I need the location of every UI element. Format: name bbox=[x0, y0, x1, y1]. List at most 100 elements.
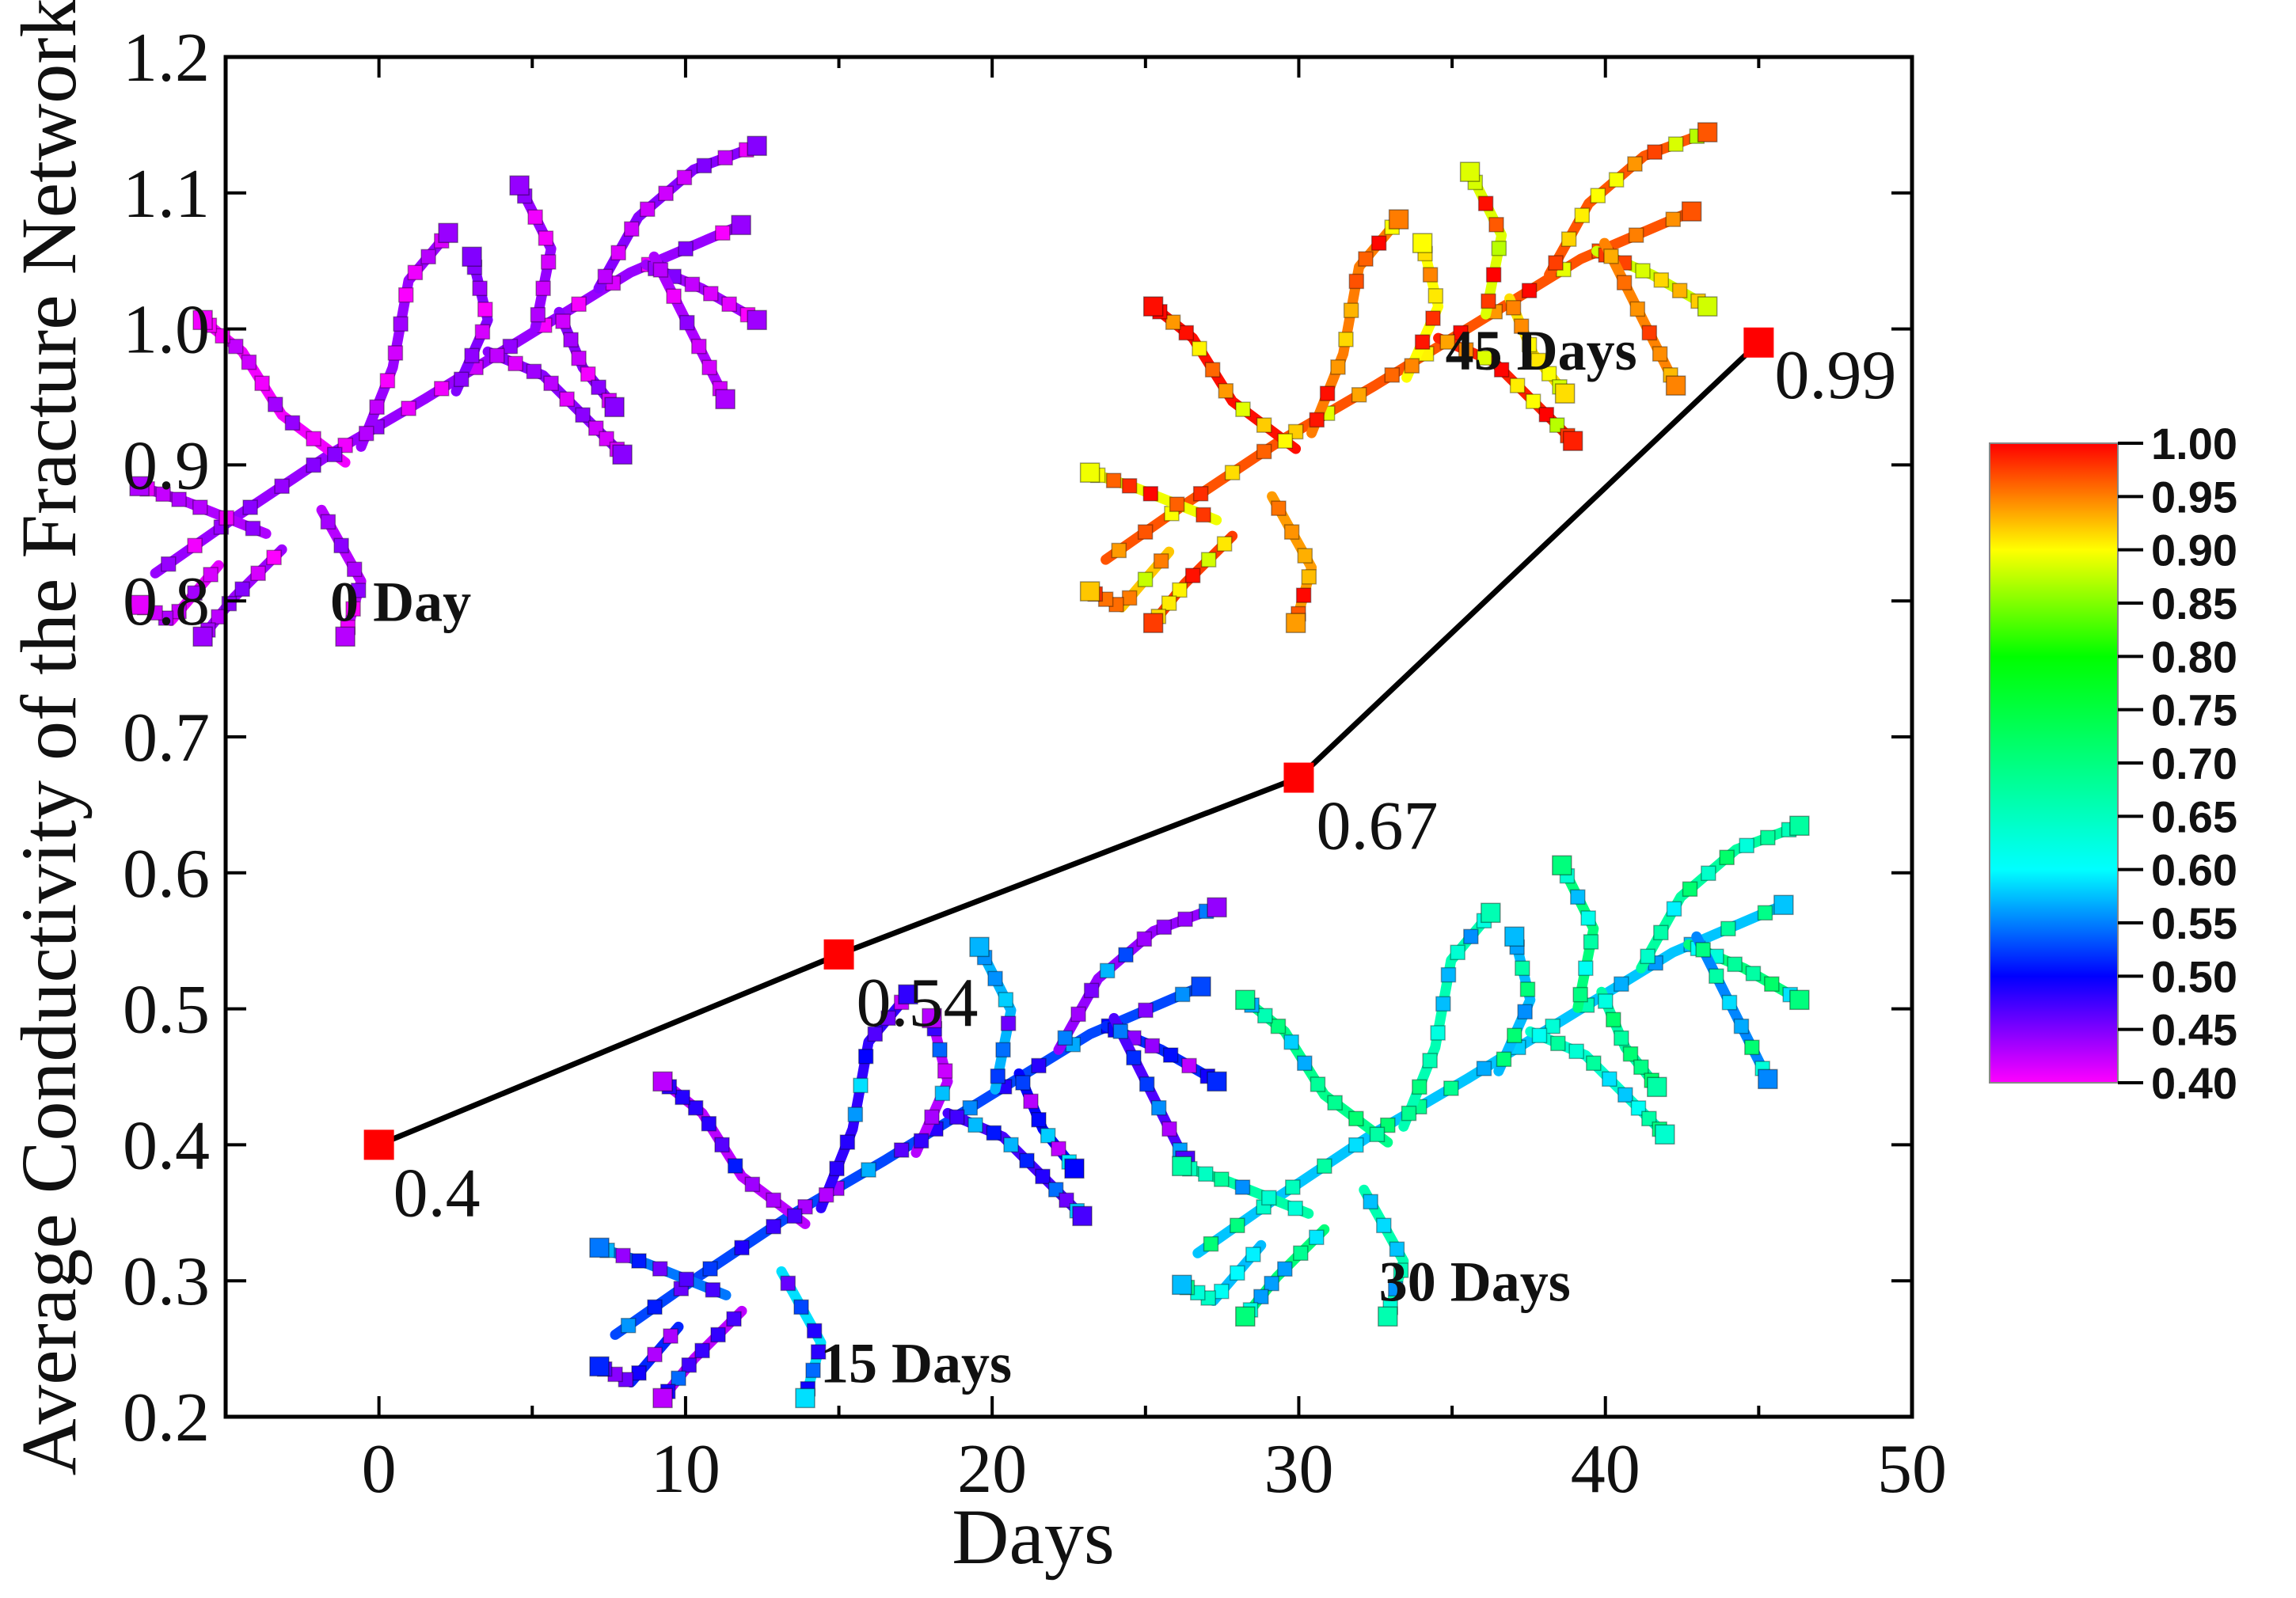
fracture-cell bbox=[242, 499, 258, 515]
fracture-cell bbox=[652, 1261, 668, 1277]
fracture-cell bbox=[543, 375, 559, 392]
fracture-cell bbox=[1338, 332, 1354, 347]
fracture-cell bbox=[1463, 928, 1479, 945]
fracture-cell bbox=[489, 347, 505, 364]
fracture-cell bbox=[1019, 1152, 1035, 1169]
fracture-cell bbox=[1477, 195, 1494, 211]
x-tick-label: 30 bbox=[1264, 1431, 1333, 1508]
fracture-cell bbox=[1348, 1137, 1364, 1153]
fracture-cell bbox=[1162, 1047, 1179, 1063]
fracture-cell bbox=[1121, 478, 1138, 494]
fracture-cell bbox=[1580, 910, 1596, 926]
data-point bbox=[823, 939, 854, 970]
y-tick-label: 0.6 bbox=[123, 836, 210, 913]
fracture-cell bbox=[1351, 387, 1367, 403]
fracture-cell bbox=[1485, 267, 1502, 283]
fracture-cell bbox=[1721, 994, 1738, 1011]
fracture-cell bbox=[1572, 986, 1588, 1003]
fracture-cell bbox=[1343, 302, 1359, 318]
fracture-tip bbox=[1655, 1124, 1675, 1145]
fracture-branch bbox=[910, 1012, 953, 1158]
fracture-cell bbox=[990, 1068, 1006, 1084]
fracture-cell bbox=[1653, 924, 1669, 941]
fracture-cell bbox=[1633, 1059, 1649, 1076]
fracture-cell bbox=[676, 169, 693, 186]
fracture-cell bbox=[1440, 966, 1457, 983]
y-tick-label: 1.0 bbox=[123, 292, 210, 369]
fracture-tip bbox=[1378, 1306, 1398, 1327]
fracture-cell bbox=[1453, 325, 1469, 341]
fracture-cell bbox=[1099, 962, 1116, 979]
fracture-cell bbox=[274, 478, 290, 495]
colorbar-tick-label: 0.75 bbox=[2151, 685, 2237, 735]
fracture-tip bbox=[129, 476, 150, 497]
fracture-cell bbox=[932, 1042, 948, 1058]
fracture-cell bbox=[1545, 1018, 1560, 1034]
fracture-cell bbox=[1427, 288, 1444, 304]
fracture-tip bbox=[1172, 1274, 1192, 1296]
fracture-cell bbox=[1270, 1018, 1287, 1034]
fracture-cell bbox=[948, 1109, 965, 1125]
fracture-cell bbox=[1757, 905, 1773, 921]
y-tick-label: 0.9 bbox=[123, 427, 210, 504]
fracture-cell bbox=[1285, 1179, 1301, 1195]
fracture-cell bbox=[1283, 1034, 1299, 1050]
fracture-cell bbox=[1218, 383, 1234, 399]
fracture-cell bbox=[744, 1176, 761, 1193]
fracture-cell bbox=[1121, 590, 1138, 606]
fracture-cell bbox=[780, 1275, 796, 1292]
fracture-cell bbox=[1083, 982, 1100, 999]
y-tick-label: 1.1 bbox=[123, 156, 210, 233]
fracture-cell bbox=[161, 556, 177, 572]
fracture-cell bbox=[880, 1010, 896, 1027]
colorbar-tick-label: 0.80 bbox=[2151, 632, 2237, 681]
fracture-tip bbox=[192, 626, 213, 647]
fracture-cell bbox=[647, 1346, 663, 1363]
fracture-cell bbox=[1517, 1004, 1533, 1020]
fracture-tip bbox=[1079, 581, 1100, 602]
fracture-tip bbox=[1207, 1071, 1227, 1092]
colorbar-tick-label: 0.55 bbox=[2151, 898, 2237, 948]
fracture-cell bbox=[1070, 1006, 1086, 1023]
fracture-cell bbox=[1384, 367, 1401, 383]
fracture-cell bbox=[987, 970, 1003, 987]
fracture-cell bbox=[591, 379, 606, 396]
fracture-network-inset: 45 Days bbox=[1079, 122, 1718, 633]
fracture-tip bbox=[462, 246, 482, 268]
fracture-cell bbox=[1671, 283, 1688, 298]
fracture-cell bbox=[1509, 378, 1526, 393]
fracture-tip bbox=[652, 1071, 673, 1092]
fracture-cell bbox=[652, 262, 669, 278]
series-line bbox=[378, 340, 1761, 1148]
fracture-cell bbox=[694, 1342, 710, 1359]
fracture-cell bbox=[464, 347, 480, 364]
fracture-cell bbox=[1745, 966, 1762, 981]
fracture-cell bbox=[1161, 1121, 1177, 1137]
fracture-cell bbox=[1739, 837, 1754, 854]
fracture-tip bbox=[1064, 1158, 1085, 1179]
fracture-cell bbox=[187, 537, 203, 554]
inset-label: 0 Day bbox=[330, 570, 471, 633]
fracture-cell bbox=[1647, 144, 1663, 160]
fracture-cell bbox=[726, 1311, 742, 1327]
fracture-cell bbox=[1513, 318, 1530, 334]
fracture-cell bbox=[527, 209, 543, 226]
fracture-network-inset: 0 Day bbox=[129, 135, 767, 647]
fracture-cell bbox=[535, 280, 551, 297]
colorbar-tick-label: 0.70 bbox=[2151, 738, 2237, 788]
fracture-tip bbox=[715, 389, 736, 410]
fracture-cell bbox=[1051, 1141, 1066, 1157]
fracture-cell bbox=[1422, 267, 1439, 283]
fracture-cell bbox=[228, 338, 244, 355]
fracture-cell bbox=[1578, 960, 1594, 977]
network-insets: 0 Day 15 Days 30 Days 45 Days bbox=[129, 122, 1810, 1409]
fracture-cell bbox=[1137, 524, 1154, 540]
y-tick-label: 0.8 bbox=[123, 564, 210, 640]
fracture-tip bbox=[1142, 613, 1164, 633]
fracture-cell bbox=[853, 1077, 869, 1094]
fracture-cell bbox=[717, 150, 733, 166]
fracture-cell bbox=[810, 1344, 827, 1360]
colorbar-gradient bbox=[1989, 442, 2119, 1084]
data-label: 0.4 bbox=[393, 1155, 481, 1232]
fracture-cell bbox=[555, 313, 571, 329]
